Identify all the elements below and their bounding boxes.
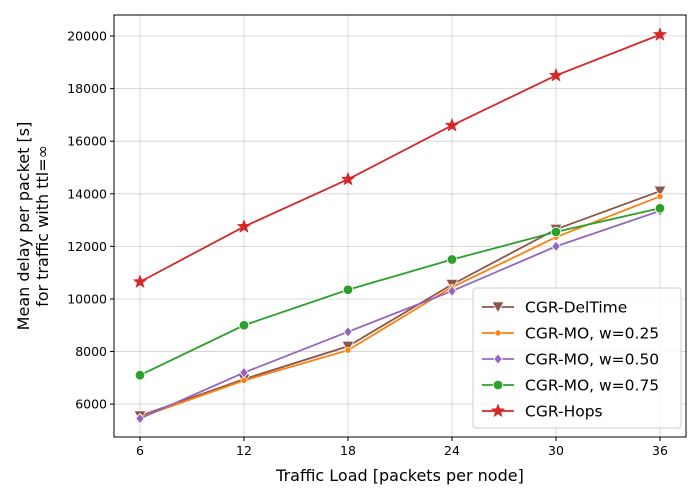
y-tick-label: 16000 — [67, 134, 107, 149]
y-tick-label: 6000 — [75, 397, 107, 412]
data-point-circle — [238, 320, 250, 331]
data-point-triangle — [491, 301, 505, 314]
y-axis-ticks: 6000 8000 10000 12000 14000 16000 18000 20000 — [67, 29, 114, 412]
x-tick-label: 24 — [444, 443, 460, 458]
data-point-star — [340, 171, 356, 186]
data-point-diamond — [447, 285, 457, 297]
series-line — [139, 190, 661, 417]
legend-item: CGR-DelTime — [482, 299, 627, 317]
y-axis-label: Mean delay per packet [s] for traffic wit… — [14, 122, 52, 331]
legend-item: CGR-MO, w=0.75 — [482, 377, 659, 395]
data-point-star — [652, 26, 668, 41]
data-point-star — [132, 274, 148, 289]
y-tick-label: 12000 — [67, 239, 107, 254]
data-point-diamond — [135, 412, 145, 425]
data-point-dot — [344, 346, 352, 354]
data-point-diamond — [343, 325, 353, 338]
y-tick-label: 14000 — [67, 186, 107, 201]
series-line — [139, 195, 661, 419]
y-tick-label: 10000 — [67, 291, 107, 306]
series-cgr-mo-w-0-75 — [134, 203, 666, 381]
data-point-circle — [342, 284, 354, 295]
legend-item: CGR-MO, w=0.25 — [482, 325, 659, 343]
legend-item: CGR-MO, w=0.50 — [482, 351, 659, 369]
x-tick-label: 30 — [548, 443, 564, 458]
data-point-diamond — [493, 353, 503, 365]
x-tick-label: 36 — [652, 443, 668, 458]
series-cgr-hops — [132, 26, 668, 289]
data-point-diamond — [239, 366, 249, 379]
series-line — [139, 33, 661, 283]
legend-box — [472, 287, 682, 429]
legend-item: CGR-Hops — [482, 403, 603, 421]
data-point-star — [236, 218, 252, 233]
plot-frame — [113, 14, 687, 438]
series-layer — [132, 26, 668, 425]
legend-label: CGR-Hops — [525, 403, 603, 421]
y-axis-label-line: Mean delay per packet [s] — [14, 122, 33, 331]
data-point-circle — [550, 226, 562, 238]
legend-label: CGR-MO, w=0.50 — [525, 351, 659, 369]
data-point-triangle — [653, 185, 667, 198]
data-point-dot — [656, 193, 664, 200]
x-axis-ticks: 6 12 18 24 30 36 — [136, 437, 668, 458]
legend-label: CGR-MO, w=0.25 — [525, 325, 659, 343]
data-point-triangle — [341, 340, 355, 353]
y-tick-label: 18000 — [67, 81, 107, 96]
data-point-circle — [654, 203, 666, 214]
y-axis-label-line: for traffic with ttl=∞ — [33, 145, 52, 307]
x-tick-label: 12 — [236, 443, 252, 458]
y-tick-label: 8000 — [75, 344, 107, 359]
data-point-dot — [494, 329, 502, 337]
data-point-circle — [492, 379, 504, 391]
x-tick-label: 18 — [340, 443, 356, 458]
data-point-circle — [446, 254, 458, 265]
x-tick-label: 6 — [136, 443, 144, 458]
legend-label: CGR-MO, w=0.75 — [525, 377, 659, 395]
y-tick-label: 20000 — [67, 29, 107, 44]
data-point-circle — [134, 370, 146, 381]
legend: CGR-DelTime CGR-MO, w=0.25 CGR-MO, w=0.50 C… — [472, 287, 682, 429]
data-point-star — [548, 67, 564, 82]
x-axis-label: Traffic Load [packets per node] — [275, 466, 524, 485]
data-point-star — [490, 403, 506, 418]
series-line — [139, 207, 661, 377]
series-line — [139, 210, 661, 420]
data-point-diamond — [551, 240, 561, 253]
legend-label: CGR-DelTime — [525, 299, 627, 317]
data-point-star — [444, 117, 460, 132]
